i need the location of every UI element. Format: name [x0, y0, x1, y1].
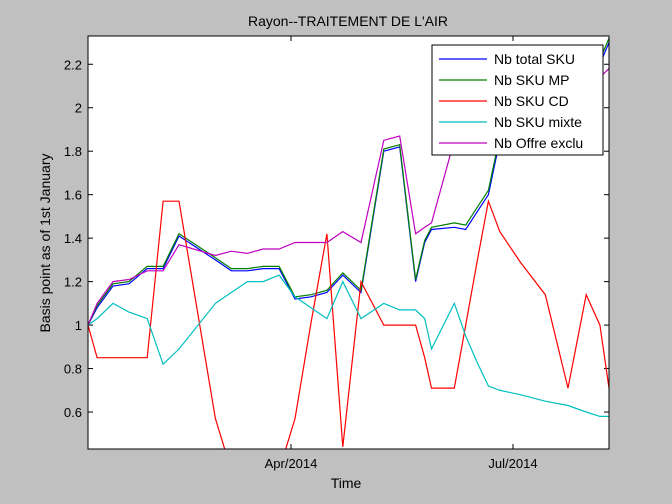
- y-axis-label: Basis point as of 1st January: [37, 154, 53, 333]
- y-tick-label: 0.8: [64, 362, 82, 377]
- y-tick-label: 1: [75, 318, 82, 333]
- series-line-2: [88, 198, 609, 449]
- y-tick-label: 1.4: [64, 231, 82, 246]
- y-tick-label: 0.6: [64, 405, 82, 420]
- axes-frame: [87, 35, 610, 450]
- legend: Nb total SKU Nb SKU MP Nb SKU CD Nb SKU …: [431, 44, 604, 156]
- legend-label: Nb SKU mixte: [494, 114, 582, 130]
- x-axis-label: Time: [331, 475, 362, 491]
- x-axis-ticks: [290, 36, 514, 449]
- legend-label: Nb SKU CD: [494, 93, 569, 109]
- series-line-3: [88, 274, 609, 417]
- y-tick-label: 2: [75, 101, 82, 116]
- y-tick-label: 2.2: [64, 57, 82, 72]
- y-tick-label: 1.2: [64, 275, 82, 290]
- legend-label: Nb total SKU: [494, 51, 575, 67]
- x-tick-label: Jul/2014: [488, 456, 537, 471]
- legend-box: [431, 44, 604, 156]
- legend-label: Nb SKU MP: [494, 72, 569, 88]
- y-tick-label: 1.6: [64, 188, 82, 203]
- x-tick-label: Apr/2014: [265, 456, 318, 471]
- legend-label: Nb Offre exclu: [494, 135, 583, 151]
- y-axis-ticks: 0.6 0.8 1 1.2 1.4 1.6 1.8 2 2.2: [64, 57, 609, 420]
- y-tick-label: 1.8: [64, 144, 82, 159]
- chart-title: Rayon--TRAITEMENT DE L'AIR: [248, 13, 448, 29]
